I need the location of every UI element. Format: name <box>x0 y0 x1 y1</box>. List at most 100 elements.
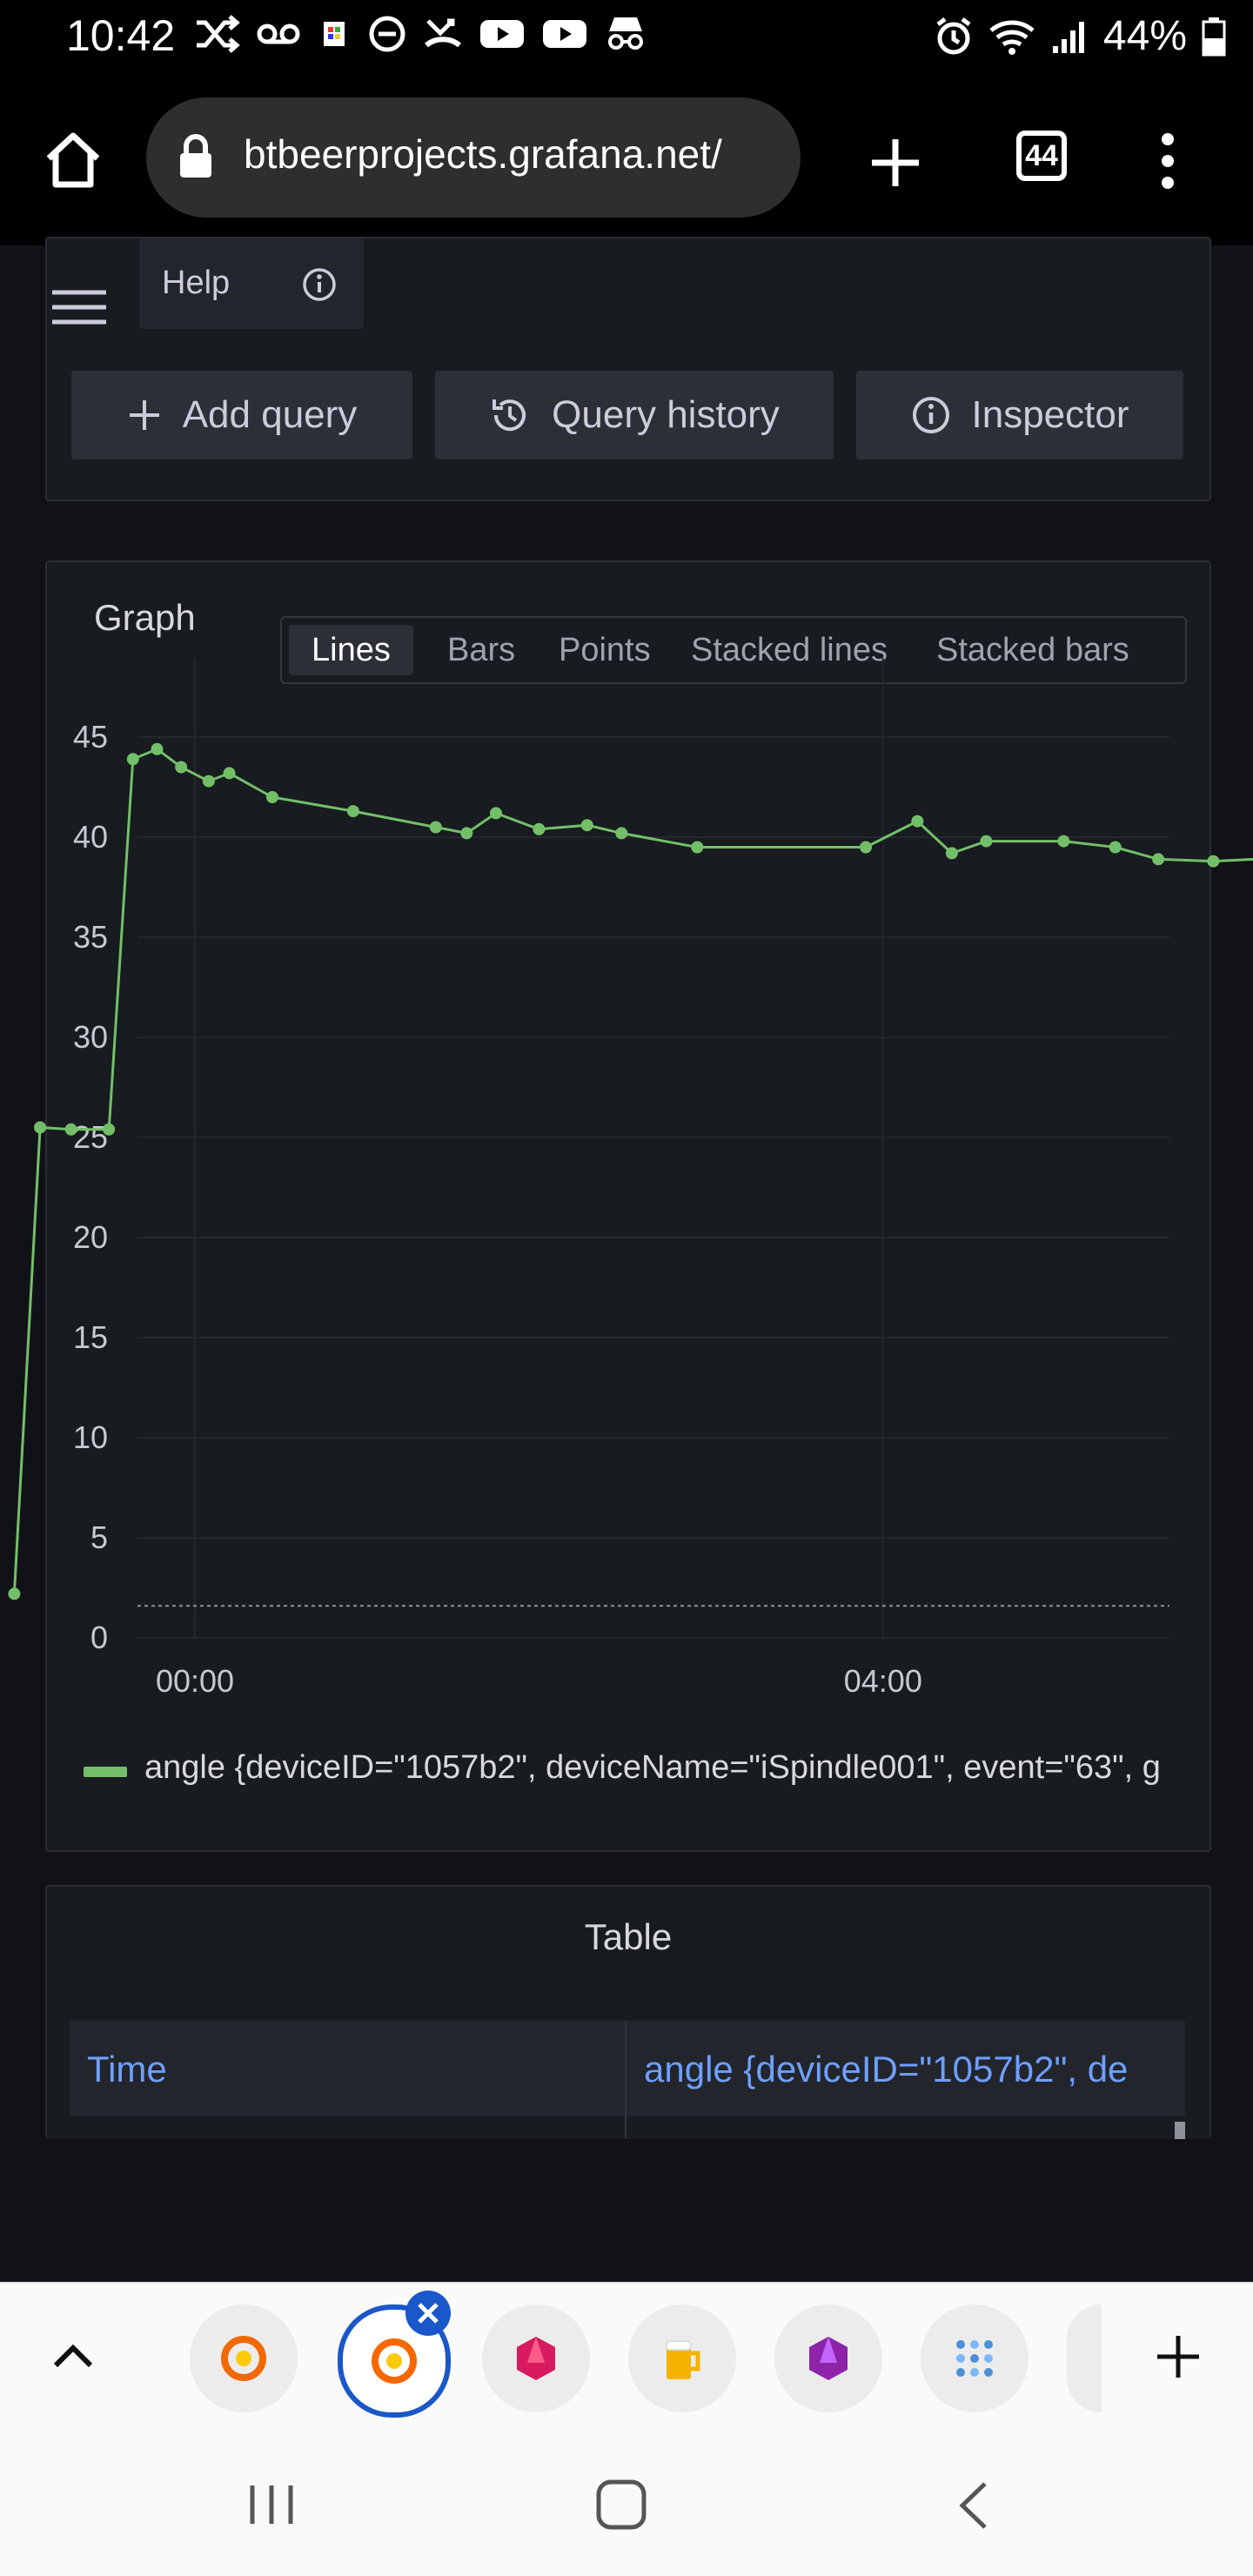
browser-toolbar: btbeerprojects.grafana.net/ 44 <box>0 78 1253 245</box>
help-button[interactable]: Help <box>139 238 364 329</box>
alarm-icon <box>936 17 971 54</box>
add-query-button[interactable]: Add query <box>71 371 412 460</box>
polygon-icon <box>517 2337 555 2380</box>
query-editor-card: Help Add query Query history Inspector <box>45 237 1211 501</box>
data-point <box>911 815 924 828</box>
grafana-explore: Help Add query Query history Inspector G… <box>0 237 1253 2282</box>
app-notification-icon <box>324 22 345 46</box>
chevron-up-icon[interactable] <box>52 2341 94 2369</box>
style-option-stacked-bars[interactable]: Stacked bars <box>936 631 1129 668</box>
y-tick-label: 35 <box>73 919 108 955</box>
style-option-bars[interactable]: Bars <box>447 631 516 668</box>
table-title: Table <box>584 1916 673 1957</box>
data-point <box>980 835 993 848</box>
lock-icon <box>180 134 211 178</box>
tab-partial[interactable] <box>1067 2304 1102 2412</box>
status-bar: 10:42 44% <box>0 0 1253 78</box>
add-query-label: Add query <box>182 393 358 436</box>
recent-apps-icon[interactable] <box>247 2482 296 2527</box>
grafana-icon <box>372 2338 417 2384</box>
graph-style-selector: Lines Bars Points Stacked lines Stacked … <box>280 616 1187 684</box>
info-icon <box>912 397 949 433</box>
data-point <box>34 1121 47 1134</box>
data-point <box>1207 855 1220 868</box>
y-tick-label: 45 <box>73 719 108 755</box>
close-tab-button[interactable] <box>405 2291 451 2336</box>
url-text[interactable]: btbeerprojects.grafana.net/ <box>244 131 722 177</box>
tab-grafana-1[interactable] <box>190 2304 298 2412</box>
info-icon <box>303 268 336 301</box>
battery-icon <box>1202 17 1226 56</box>
tab-switcher-button[interactable]: 44 <box>1016 131 1067 181</box>
tab-dots-app[interactable] <box>921 2304 1029 2412</box>
address-bar[interactable]: btbeerprojects.grafana.net/ <box>146 97 801 218</box>
inspector-button[interactable]: Inspector <box>856 371 1183 460</box>
hamburger-menu-icon[interactable] <box>50 289 108 325</box>
y-axis: 0 5 10 15 20 25 30 35 40 45 <box>73 719 108 1655</box>
column-header-angle[interactable]: angle {deviceID="1057b2", de <box>644 2049 1129 2090</box>
query-history-button[interactable]: Query history <box>435 371 834 460</box>
data-point <box>533 822 546 835</box>
new-tab-icon[interactable] <box>868 136 922 190</box>
data-point <box>691 841 704 854</box>
youtube-icon-2 <box>543 20 586 48</box>
home-icon[interactable] <box>42 129 104 191</box>
y-tick-label: 25 <box>73 1119 108 1155</box>
query-history-label: Query history <box>552 393 780 436</box>
data-point <box>489 807 502 820</box>
chart-grid <box>137 658 1169 1639</box>
legend-swatch <box>84 1767 127 1777</box>
voicemail-icon <box>257 23 300 44</box>
data-point <box>1057 835 1070 848</box>
scrollbar-thumb[interactable] <box>1175 2122 1185 2139</box>
tab-grafana-active[interactable] <box>338 2304 451 2418</box>
y-tick-label: 40 <box>73 819 108 855</box>
more-menu-icon[interactable] <box>1154 132 1182 190</box>
y-tick-label: 15 <box>73 1319 108 1355</box>
table-panel: Table Time angle {deviceID="1057b2", de <box>45 1885 1211 2139</box>
inspector-label: Inspector <box>971 393 1129 436</box>
dots-grid-icon <box>956 2340 993 2377</box>
column-divider <box>625 2021 626 2139</box>
column-header-time[interactable]: Time <box>87 2049 167 2090</box>
series-line <box>12 748 1253 1594</box>
shuffle-icon <box>197 15 240 53</box>
legend-label[interactable]: angle {deviceID="1057b2", deviceName="iS… <box>144 1749 1161 1786</box>
y-tick-label: 0 <box>90 1620 108 1655</box>
graph-panel: Graph Lines Bars Points Stacked lines St… <box>8 560 1253 1852</box>
data-point <box>580 819 593 832</box>
tab-strip <box>0 2282 1253 2433</box>
back-icon[interactable] <box>955 2480 990 2531</box>
youtube-icon <box>480 20 524 48</box>
beer-icon <box>666 2340 700 2379</box>
tab-purple-polygon[interactable] <box>774 2304 882 2412</box>
system-navigation-bar <box>0 2430 1253 2576</box>
graph-title: Graph <box>94 597 196 638</box>
data-point <box>151 742 164 755</box>
style-option-points[interactable]: Points <box>559 631 651 668</box>
data-point <box>126 753 139 766</box>
do-not-disturb-icon <box>369 16 405 52</box>
data-point <box>1152 853 1165 866</box>
polygon-icon <box>809 2337 848 2380</box>
close-icon <box>418 2303 439 2324</box>
grafana-icon <box>221 2336 266 2381</box>
series-angle <box>12 748 1253 1594</box>
x-tick-label: 04:00 <box>844 1663 922 1699</box>
style-option-stacked-lines[interactable]: Stacked lines <box>691 631 888 668</box>
tab-beer[interactable] <box>628 2304 736 2412</box>
style-option-lines[interactable]: Lines <box>289 625 413 675</box>
y-tick-label: 20 <box>73 1219 108 1255</box>
data-point <box>460 827 473 840</box>
series-points <box>8 742 1220 1600</box>
data-point <box>8 1587 21 1600</box>
y-tick-label: 5 <box>90 1519 108 1555</box>
tab-red-polygon[interactable] <box>482 2304 590 2412</box>
clock: 10:42 <box>66 11 176 60</box>
home-button-icon[interactable] <box>595 2479 647 2531</box>
add-tab-icon[interactable] <box>1156 2334 1201 2379</box>
data-point <box>945 847 958 860</box>
help-label: Help <box>162 265 231 301</box>
